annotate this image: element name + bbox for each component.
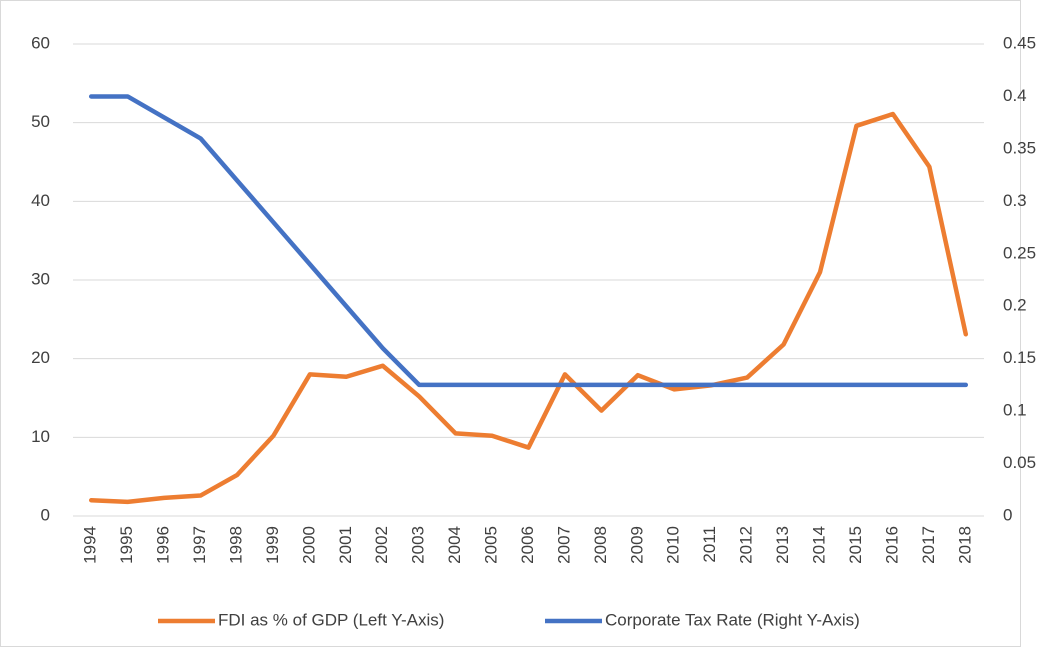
y2-tick-label: 0.15 [1003, 348, 1036, 367]
x-tick-label: 2017 [919, 526, 938, 564]
y2-tick-label: 0.05 [1003, 453, 1036, 472]
x-tick-label: 2016 [882, 526, 901, 564]
y2-tick-label: 0.3 [1003, 191, 1027, 210]
x-tick-label: 2014 [810, 526, 829, 564]
legend-label: Corporate Tax Rate (Right Y-Axis) [605, 610, 860, 629]
x-tick-label: 1998 [226, 526, 245, 564]
y-tick-label: 0 [41, 505, 50, 524]
x-tick-label: 2007 [554, 526, 573, 564]
x-tick-label: 1996 [154, 526, 173, 564]
x-tick-label: 2012 [737, 526, 756, 564]
x-tick-label: 2003 [409, 526, 428, 564]
y-tick-label: 60 [31, 33, 50, 52]
x-tick-label: 2004 [445, 526, 464, 564]
x-tick-label: 2008 [591, 526, 610, 564]
y2-tick-label: 0 [1003, 505, 1012, 524]
x-tick-label: 2001 [336, 526, 355, 564]
y-tick-label: 10 [31, 427, 50, 446]
data-line [88, 94, 969, 388]
x-tick-label: 2015 [846, 526, 865, 564]
x-tick-label: 2000 [299, 526, 318, 564]
x-tick-label: 2018 [955, 526, 974, 564]
y-tick-label: 40 [31, 191, 50, 210]
x-tick-label: 1999 [263, 526, 282, 564]
chart-border [0, 0, 1021, 647]
y2-tick-label: 0.45 [1003, 33, 1036, 52]
y-tick-label: 20 [31, 348, 50, 367]
legend-label: FDI as % of GDP (Left Y-Axis) [218, 610, 444, 629]
data-line [88, 111, 969, 505]
x-tick-label: 1997 [190, 526, 209, 564]
y2-tick-label: 0.35 [1003, 138, 1036, 157]
x-tick-label: 2006 [518, 526, 537, 564]
x-tick-label: 2011 [700, 526, 719, 563]
x-tick-label: 1995 [117, 526, 136, 564]
y2-tick-label: 0.25 [1003, 243, 1036, 262]
x-tick-label: 2013 [773, 526, 792, 564]
y-tick-label: 50 [31, 112, 50, 131]
x-tick-label: 2009 [627, 526, 646, 564]
x-tick-label: 2002 [372, 526, 391, 564]
y2-tick-label: 0.1 [1003, 401, 1027, 420]
y-tick-label: 30 [31, 269, 50, 288]
x-tick-label: 1994 [81, 526, 100, 564]
y2-tick-label: 0.2 [1003, 296, 1027, 315]
y2-tick-label: 0.4 [1003, 86, 1027, 105]
x-tick-label: 2005 [482, 526, 501, 564]
x-tick-label: 2010 [664, 526, 683, 564]
